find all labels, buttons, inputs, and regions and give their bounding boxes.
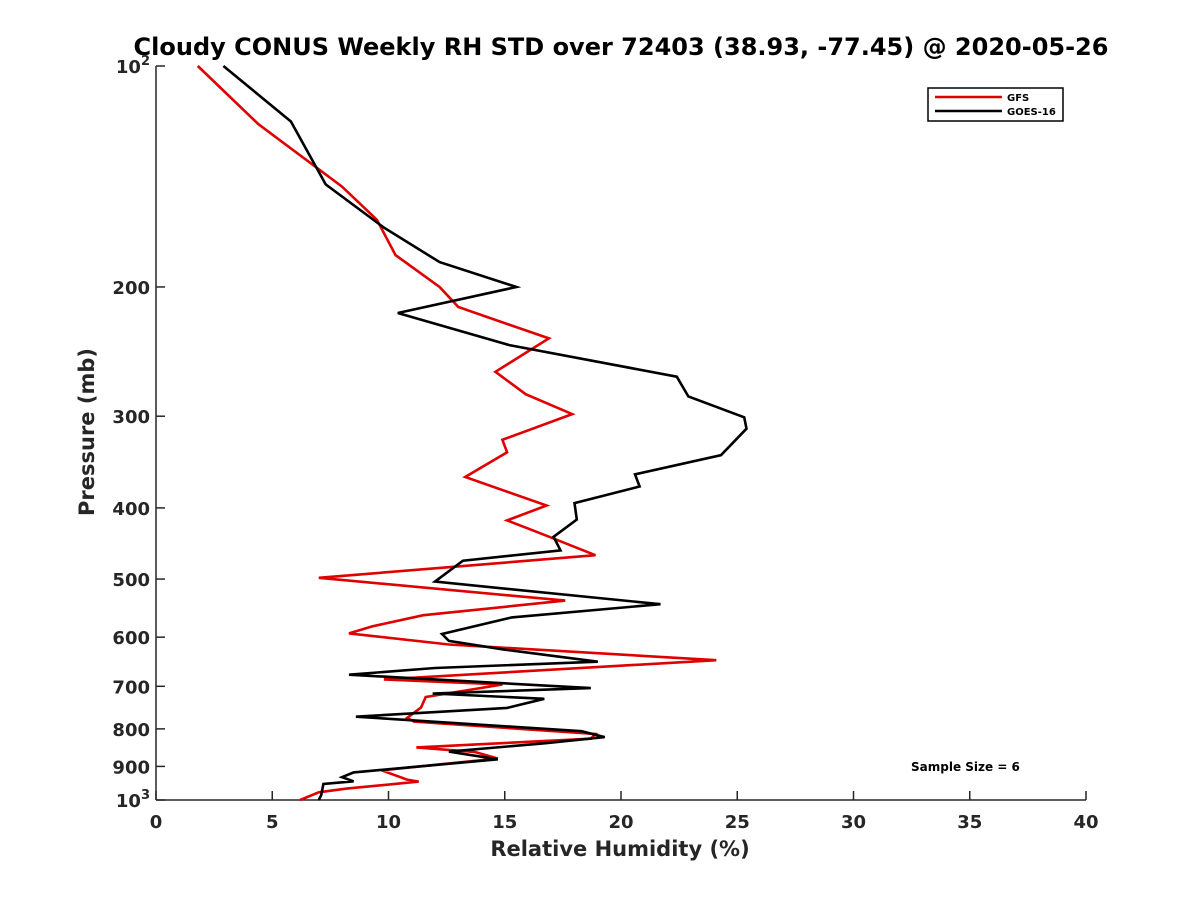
y-tick-label: 400: [112, 499, 150, 520]
y-tick-label: 500: [112, 570, 150, 591]
y-tick-label: 900: [112, 757, 150, 778]
y-tick-label: 200: [112, 278, 150, 299]
x-tick-label: 10: [376, 812, 401, 833]
y-tick-label: 800: [112, 720, 150, 741]
x-tick-label: 40: [1073, 812, 1098, 833]
x-axis: 0 5 10 15 20 25 30 35 40: [150, 791, 1099, 833]
y-tick-label: 600: [112, 628, 150, 649]
x-tick-label: 5: [266, 812, 279, 833]
y-axis-label: Pressure (mb): [75, 348, 99, 516]
series-line-gfs: [196, 65, 717, 802]
x-tick-label: 25: [725, 812, 750, 833]
plot-axes: [155, 66, 1086, 801]
series-line-goes16: [222, 64, 748, 801]
x-tick-label: 15: [492, 812, 517, 833]
y-tick-label: 300: [112, 407, 150, 428]
x-axis-label: Relative Humidity (%): [490, 837, 749, 861]
sample-size-annotation: Sample Size = 6: [911, 760, 1020, 774]
legend: GFS GOES-16: [927, 87, 1064, 122]
legend-label-gfs: GFS: [1007, 93, 1029, 104]
legend-box: [927, 87, 1064, 122]
series-layer: [196, 64, 748, 802]
x-tick-label: 35: [957, 812, 982, 833]
x-tick-label: 20: [608, 812, 633, 833]
y-tick-label: 102: [116, 54, 150, 78]
x-tick-label: 30: [841, 812, 866, 833]
y-axis: 102 200 300 400 500 600 700 800 900 103: [112, 54, 165, 812]
legend-label-goes16: GOES-16: [1007, 107, 1056, 118]
y-tick-label: 700: [112, 677, 150, 698]
y-tick-label: 103: [116, 788, 150, 812]
x-tick-label: 0: [150, 812, 163, 833]
chart-title: Cloudy CONUS Weekly RH STD over 72403 (3…: [134, 33, 1109, 61]
